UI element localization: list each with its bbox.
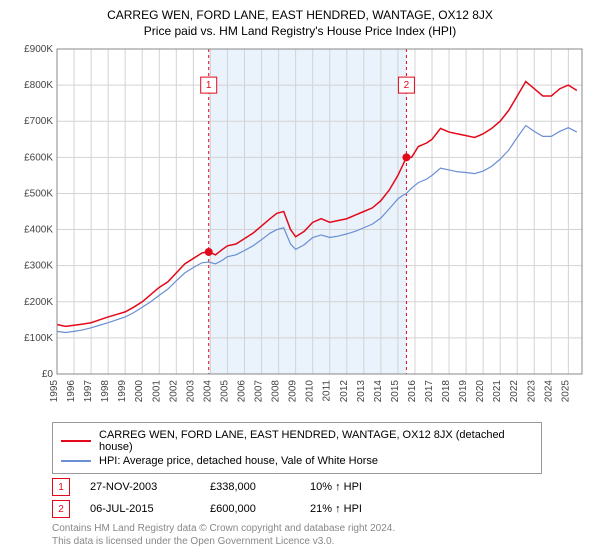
sale-date-1: 27-NOV-2003 <box>90 481 190 493</box>
footer-attribution: Contains HM Land Registry data © Crown c… <box>52 522 588 548</box>
footer-line-2: This data is licensed under the Open Gov… <box>52 535 588 548</box>
svg-text:£100K: £100K <box>24 333 53 344</box>
svg-text:1996: 1996 <box>66 380 77 403</box>
sale-pct-1: 10% ↑ HPI <box>310 481 410 493</box>
svg-text:£300K: £300K <box>24 261 53 272</box>
sale-badge-1: 1 <box>52 478 70 496</box>
chart-title: CARREG WEN, FORD LANE, EAST HENDRED, WAN… <box>12 8 588 22</box>
svg-text:1: 1 <box>206 80 212 91</box>
chart-subtitle: Price paid vs. HM Land Registry's House … <box>12 24 588 38</box>
footer-line-1: Contains HM Land Registry data © Crown c… <box>52 522 588 535</box>
svg-text:2016: 2016 <box>407 380 418 403</box>
svg-text:£900K: £900K <box>24 44 53 55</box>
svg-text:2: 2 <box>404 80 410 91</box>
svg-text:£800K: £800K <box>24 80 53 91</box>
sale-price-1: £338,000 <box>210 481 290 493</box>
legend-label-hpi: HPI: Average price, detached house, Vale… <box>99 455 378 467</box>
svg-text:1999: 1999 <box>117 380 128 403</box>
svg-text:2020: 2020 <box>475 380 486 403</box>
legend-row-property: CARREG WEN, FORD LANE, EAST HENDRED, WAN… <box>61 429 533 453</box>
svg-text:1995: 1995 <box>49 380 60 403</box>
svg-text:2013: 2013 <box>356 380 367 403</box>
svg-text:1998: 1998 <box>100 380 111 403</box>
svg-text:2004: 2004 <box>202 380 213 403</box>
legend-swatch-property <box>61 440 91 442</box>
chart-area: £0 £100K £200K £300K £400K £500K £600K £700K £80… <box>12 44 588 414</box>
legend-swatch-hpi <box>61 460 91 462</box>
sale-pct-2: 21% ↑ HPI <box>310 503 410 515</box>
svg-text:1997: 1997 <box>83 380 94 403</box>
sale-badge-2: 2 <box>52 500 70 518</box>
svg-text:2006: 2006 <box>237 380 248 403</box>
sale-row-1: 1 27-NOV-2003 £338,000 10% ↑ HPI <box>52 478 588 496</box>
svg-text:£700K: £700K <box>24 116 53 127</box>
svg-text:2010: 2010 <box>305 380 316 403</box>
svg-text:2001: 2001 <box>151 380 162 403</box>
sale-markers: 1 27-NOV-2003 £338,000 10% ↑ HPI 2 06-JU… <box>52 478 588 518</box>
svg-text:2000: 2000 <box>134 380 145 403</box>
svg-text:2012: 2012 <box>339 380 350 403</box>
svg-text:£500K: £500K <box>24 188 53 199</box>
legend-label-property: CARREG WEN, FORD LANE, EAST HENDRED, WAN… <box>99 429 533 453</box>
svg-text:2021: 2021 <box>492 380 503 403</box>
svg-text:2009: 2009 <box>288 380 299 403</box>
svg-text:2005: 2005 <box>219 380 230 403</box>
svg-text:2003: 2003 <box>185 380 196 403</box>
svg-text:2018: 2018 <box>441 380 452 403</box>
legend-box: CARREG WEN, FORD LANE, EAST HENDRED, WAN… <box>52 422 542 474</box>
svg-text:£400K: £400K <box>24 225 53 236</box>
svg-text:2014: 2014 <box>373 380 384 403</box>
svg-text:£0: £0 <box>42 369 54 380</box>
svg-text:2022: 2022 <box>509 380 520 403</box>
svg-text:2017: 2017 <box>424 380 435 403</box>
svg-text:2015: 2015 <box>390 380 401 403</box>
svg-text:£200K: £200K <box>24 297 53 308</box>
svg-text:2019: 2019 <box>458 380 469 403</box>
svg-text:£600K: £600K <box>24 152 53 163</box>
svg-text:2007: 2007 <box>254 380 265 403</box>
svg-text:2023: 2023 <box>526 380 537 403</box>
sale-row-2: 2 06-JUL-2015 £600,000 21% ↑ HPI <box>52 500 588 518</box>
svg-text:2011: 2011 <box>322 380 333 402</box>
svg-text:2002: 2002 <box>168 380 179 403</box>
svg-text:2008: 2008 <box>271 380 282 403</box>
sale-price-2: £600,000 <box>210 503 290 515</box>
svg-text:2024: 2024 <box>543 380 554 403</box>
svg-text:2025: 2025 <box>560 380 571 403</box>
sale-date-2: 06-JUL-2015 <box>90 503 190 515</box>
legend-row-hpi: HPI: Average price, detached house, Vale… <box>61 455 533 467</box>
line-chart-svg: £0 £100K £200K £300K £400K £500K £600K £700K £80… <box>12 44 588 414</box>
